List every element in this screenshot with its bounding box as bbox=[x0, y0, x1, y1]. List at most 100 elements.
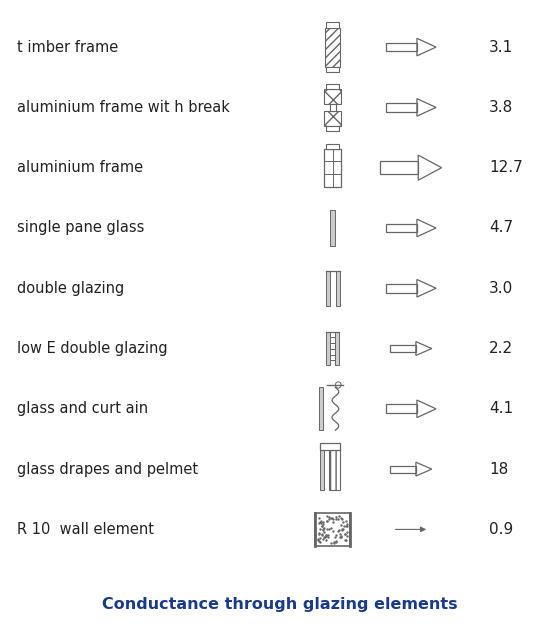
Text: low E double glazing: low E double glazing bbox=[17, 341, 167, 356]
Point bbox=[319, 524, 328, 534]
Point bbox=[322, 516, 331, 526]
Point bbox=[319, 519, 328, 529]
Point bbox=[321, 530, 330, 540]
Point bbox=[315, 517, 324, 527]
Bar bbox=[326, 67, 339, 72]
Point bbox=[337, 531, 345, 541]
Point bbox=[328, 514, 337, 524]
Point bbox=[329, 517, 338, 528]
Point bbox=[319, 527, 328, 537]
Text: double glazing: double glazing bbox=[17, 281, 124, 296]
Point bbox=[326, 523, 335, 533]
Text: single pane glass: single pane glass bbox=[17, 220, 144, 236]
Point bbox=[337, 513, 345, 523]
Point bbox=[339, 521, 348, 531]
Point bbox=[318, 529, 326, 539]
Bar bbox=[324, 89, 341, 104]
Point bbox=[315, 536, 324, 546]
Point bbox=[342, 535, 350, 545]
Bar bbox=[320, 443, 340, 450]
Point bbox=[337, 532, 345, 542]
Point bbox=[334, 511, 343, 521]
Point bbox=[343, 531, 352, 541]
Text: 2.2: 2.2 bbox=[489, 341, 513, 356]
Point bbox=[324, 532, 333, 542]
Point bbox=[323, 516, 331, 526]
Text: 3.1: 3.1 bbox=[489, 40, 513, 55]
Point bbox=[338, 524, 347, 534]
Point bbox=[333, 526, 342, 536]
Text: 3.0: 3.0 bbox=[489, 281, 513, 296]
Bar bbox=[330, 104, 335, 111]
Bar bbox=[329, 448, 340, 490]
Point bbox=[316, 518, 325, 528]
Point bbox=[337, 519, 345, 529]
Text: 4.1: 4.1 bbox=[489, 401, 513, 416]
Text: t imber frame: t imber frame bbox=[17, 40, 118, 55]
Point bbox=[337, 524, 346, 534]
Bar bbox=[324, 149, 341, 187]
Point bbox=[341, 529, 350, 539]
Point bbox=[331, 536, 340, 546]
Point bbox=[342, 521, 351, 531]
Point bbox=[335, 529, 344, 539]
Point bbox=[318, 521, 326, 531]
Bar bbox=[326, 22, 339, 28]
Point bbox=[318, 529, 326, 539]
Bar bbox=[320, 448, 324, 490]
Bar bbox=[325, 271, 330, 305]
Text: Conductance through glazing elements: Conductance through glazing elements bbox=[102, 597, 457, 612]
Bar bbox=[335, 271, 340, 305]
Bar bbox=[324, 111, 341, 126]
Text: glass and curt ain: glass and curt ain bbox=[17, 401, 148, 416]
Bar bbox=[326, 84, 339, 89]
Bar bbox=[325, 28, 340, 67]
Text: 0.9: 0.9 bbox=[489, 522, 513, 537]
Point bbox=[315, 537, 324, 547]
Bar bbox=[335, 332, 339, 365]
Point bbox=[324, 524, 333, 534]
Point bbox=[331, 530, 340, 540]
Text: 4.7: 4.7 bbox=[489, 220, 513, 236]
Point bbox=[314, 535, 323, 545]
Point bbox=[319, 517, 328, 527]
Point bbox=[340, 529, 349, 539]
Point bbox=[319, 522, 328, 533]
Bar bbox=[326, 126, 339, 131]
Text: 12.7: 12.7 bbox=[489, 160, 523, 175]
Point bbox=[338, 517, 347, 528]
Point bbox=[329, 526, 338, 536]
Point bbox=[331, 538, 340, 548]
Point bbox=[334, 514, 343, 524]
Point bbox=[314, 529, 323, 539]
Point bbox=[329, 537, 338, 547]
Point bbox=[322, 535, 331, 545]
Text: aluminium frame: aluminium frame bbox=[17, 160, 143, 175]
Point bbox=[342, 527, 351, 537]
Point bbox=[315, 518, 324, 528]
Point bbox=[319, 531, 328, 541]
Point bbox=[316, 533, 325, 543]
Text: R 10  wall element: R 10 wall element bbox=[17, 522, 154, 537]
Point bbox=[342, 521, 350, 531]
Point bbox=[315, 512, 324, 522]
Point bbox=[324, 514, 333, 524]
Point bbox=[326, 538, 335, 548]
Bar bbox=[319, 387, 323, 430]
Text: 18: 18 bbox=[489, 462, 508, 477]
Point bbox=[334, 525, 343, 535]
Text: glass drapes and pelmet: glass drapes and pelmet bbox=[17, 462, 198, 477]
Point bbox=[327, 513, 336, 523]
Point bbox=[321, 532, 330, 542]
Point bbox=[321, 531, 330, 541]
Point bbox=[335, 531, 344, 541]
Point bbox=[329, 514, 338, 524]
Point bbox=[342, 516, 350, 526]
Bar bbox=[326, 144, 339, 149]
Bar bbox=[315, 513, 350, 546]
Point bbox=[342, 519, 351, 529]
Point bbox=[323, 511, 332, 521]
Bar bbox=[330, 210, 335, 246]
Point bbox=[318, 534, 327, 544]
Point bbox=[322, 524, 331, 534]
